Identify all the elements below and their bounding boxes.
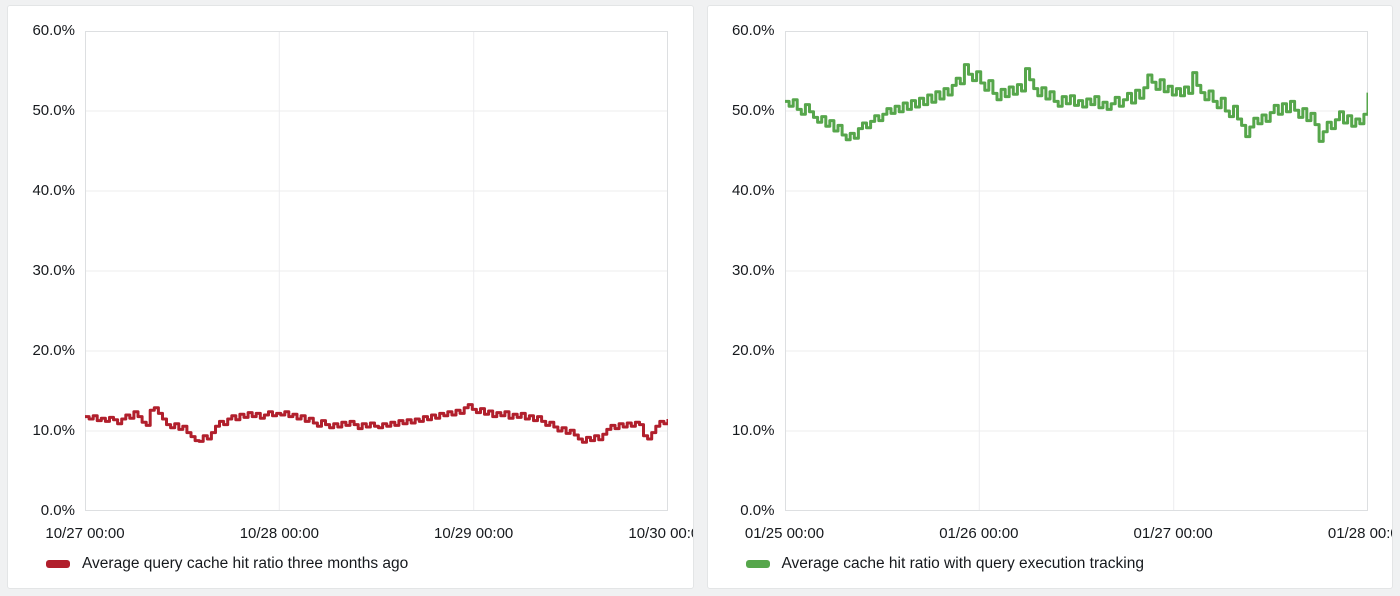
y-tick-label: 50.0% bbox=[731, 102, 775, 119]
plot-area[interactable] bbox=[85, 31, 668, 511]
x-tick-label: 10/30 00:00 bbox=[628, 525, 692, 542]
y-tick-label: 20.0% bbox=[32, 342, 75, 359]
y-tick-label: 20.0% bbox=[731, 342, 775, 359]
chart-panel-right: 0.0% 10.0% 20.0% 30.0% 40.0% 50.0% 60.0% 01/25… bbox=[706, 5, 1393, 589]
plot-area[interactable] bbox=[784, 31, 1368, 511]
legend-series-label[interactable]: Average query cache hit ratio three mont… bbox=[82, 555, 409, 572]
series-line bbox=[85, 403, 668, 444]
y-tick-label: 10.0% bbox=[731, 422, 775, 439]
legend: Average query cache hit ratio three mont… bbox=[46, 553, 408, 575]
y-tick-label: 30.0% bbox=[32, 262, 75, 279]
x-axis-labels: 01/25 00:00 01/26 00:00 01/27 00:00 01/28 0… bbox=[708, 524, 1392, 546]
plot-frame bbox=[784, 31, 1368, 511]
chart-panel-left: 0.0% 10.0% 20.0% 30.0% 40.0% 50.0% 60.0% 10/27… bbox=[7, 5, 694, 589]
legend: Average cache hit ratio with query execu… bbox=[745, 553, 1144, 575]
y-tick-label: 50.0% bbox=[32, 102, 75, 119]
y-tick-label: 30.0% bbox=[731, 262, 775, 279]
legend-series-marker bbox=[745, 560, 770, 568]
y-axis-labels: 0.0% 10.0% 20.0% 30.0% 40.0% 50.0% 60.0% bbox=[708, 6, 775, 588]
y-axis-labels: 0.0% 10.0% 20.0% 30.0% 40.0% 50.0% 60.0% bbox=[8, 6, 75, 588]
x-tick-label: 10/27 00:00 bbox=[45, 525, 125, 542]
x-axis-labels: 10/27 00:00 10/28 00:00 10/29 00:00 10/30 0… bbox=[8, 524, 692, 546]
x-tick-label: 10/28 00:00 bbox=[239, 525, 319, 542]
x-tick-label: 01/26 00:00 bbox=[939, 525, 1019, 542]
y-tick-label: 60.0% bbox=[32, 22, 75, 39]
x-tick-label: 10/29 00:00 bbox=[434, 525, 514, 542]
y-tick-label: 60.0% bbox=[731, 22, 775, 39]
y-tick-label: 40.0% bbox=[731, 182, 775, 199]
y-tick-label: 0.0% bbox=[40, 502, 75, 519]
y-tick-label: 40.0% bbox=[32, 182, 75, 199]
x-tick-label: 01/27 00:00 bbox=[1133, 525, 1213, 542]
series-line bbox=[784, 63, 1368, 143]
legend-series-label[interactable]: Average cache hit ratio with query execu… bbox=[781, 555, 1144, 572]
y-tick-label: 10.0% bbox=[32, 422, 75, 439]
x-tick-label: 01/25 00:00 bbox=[744, 525, 825, 542]
x-tick-label: 01/28 00:00 bbox=[1327, 525, 1392, 542]
legend-series-marker bbox=[46, 560, 70, 568]
plot-frame bbox=[85, 31, 668, 511]
y-tick-label: 0.0% bbox=[740, 502, 775, 519]
